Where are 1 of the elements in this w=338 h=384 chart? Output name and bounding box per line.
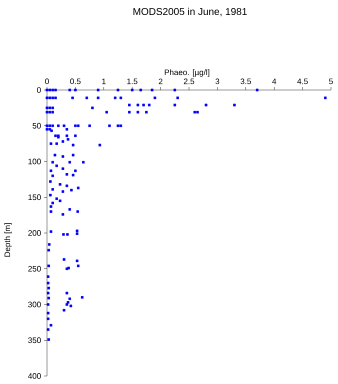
chart-title: MODS2005 in June, 1981 bbox=[133, 8, 247, 16]
